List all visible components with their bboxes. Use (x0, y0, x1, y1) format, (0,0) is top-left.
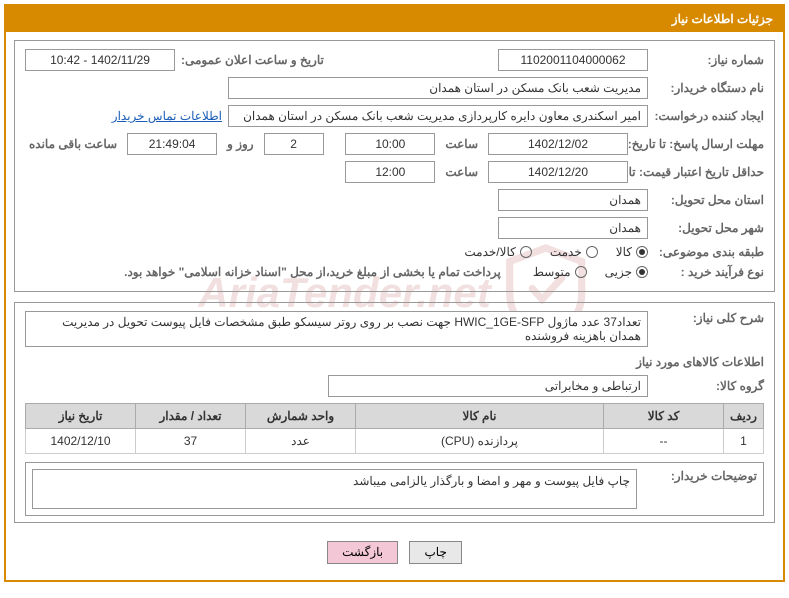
items-info-title: اطلاعات کالاهای مورد نیاز (25, 355, 764, 369)
table-cell: 1 (724, 429, 764, 454)
radio-icon (520, 246, 532, 258)
process-type-label: نوع فرآیند خرید : (654, 265, 764, 279)
announce-datetime-value: 1402/11/29 - 10:42 (25, 49, 175, 71)
process-type-jozee-label: جزیی (605, 265, 632, 279)
buyer-org-label: نام دستگاه خریدار: (654, 81, 764, 95)
remaining-time-value: 21:49:04 (127, 133, 217, 155)
table-header-cell: نام کالا (356, 404, 604, 429)
table-row[interactable]: 1--پردازنده (CPU)عدد371402/12/10 (26, 429, 764, 454)
buyer-notes-box: توضیحات خریدار: چاپ فایل پیوست و مهر و ا… (25, 462, 764, 516)
process-type-radio-group: جزیی متوسط (533, 265, 648, 279)
creator-value: امیر اسکندری معاون دایره کارپردازی مدیری… (228, 105, 648, 127)
process-type-motavaset-label: متوسط (533, 265, 571, 279)
category-khadamat[interactable]: خدمت (550, 245, 598, 259)
category-kala-label: کالا (616, 245, 632, 259)
delivery-province-value: همدان (498, 189, 648, 211)
print-button[interactable]: چاپ (409, 541, 461, 564)
back-button[interactable]: بازگشت (327, 541, 398, 564)
response-date-value: 1402/12/02 (488, 133, 628, 155)
process-type-motavaset[interactable]: متوسط (533, 265, 587, 279)
table-header-cell: تاریخ نیاز (26, 404, 136, 429)
price-validity-label: حداقل تاریخ اعتبار قیمت: تا تاریخ: (634, 165, 764, 179)
buyer-notes-label: توضیحات خریدار: (647, 469, 757, 483)
summary-label: شرح کلی نیاز: (654, 311, 764, 325)
table-header-cell: کد کالا (604, 404, 724, 429)
category-label: طبقه بندی موضوعی: (654, 245, 764, 259)
table-header-cell: واحد شمارش (246, 404, 356, 429)
days-count-value: 2 (264, 133, 324, 155)
category-kala[interactable]: کالا (616, 245, 648, 259)
delivery-city-value: همدان (498, 217, 648, 239)
table-cell: پردازنده (CPU) (356, 429, 604, 454)
radio-icon (636, 246, 648, 258)
group-label: گروه کالا: (654, 379, 764, 393)
radio-icon (575, 266, 587, 278)
main-panel: جزئیات اطلاعات نیاز شماره نیاز: 11020011… (4, 4, 785, 582)
category-kala-khadamat[interactable]: کالا/خدمت (464, 245, 531, 259)
payment-note: پرداخت تمام یا بخشی از مبلغ خرید،از محل … (124, 265, 501, 279)
response-time-value: 10:00 (345, 133, 435, 155)
need-number-label: شماره نیاز: (654, 53, 764, 67)
radio-icon (636, 266, 648, 278)
buyer-notes-value: چاپ فایل پیوست و مهر و امضا و بارگذار یا… (32, 469, 637, 509)
table-cell: -- (604, 429, 724, 454)
saat-label-2: ساعت (445, 165, 478, 179)
table-cell: عدد (246, 429, 356, 454)
creator-label: ایجاد کننده درخواست: (654, 109, 764, 123)
category-kala-khadamat-label: کالا/خدمت (464, 245, 515, 259)
table-header-cell: ردیف (724, 404, 764, 429)
need-number-value: 1102001104000062 (498, 49, 648, 71)
panel-title: جزئیات اطلاعات نیاز (672, 12, 773, 26)
summary-and-items-section: شرح کلی نیاز: تعداد37 عدد ماژول HWIC_1GE… (14, 302, 775, 523)
category-khadamat-label: خدمت (550, 245, 582, 259)
price-validity-date-value: 1402/12/20 (488, 161, 628, 183)
table-header-cell: تعداد / مقدار (136, 404, 246, 429)
saat-label-1: ساعت (445, 137, 478, 151)
items-table: ردیفکد کالانام کالاواحد شمارشتعداد / مقد… (25, 403, 764, 454)
response-deadline-label: مهلت ارسال پاسخ: تا تاریخ: (634, 137, 764, 151)
remaining-label: ساعت باقی مانده (29, 137, 117, 151)
group-value: ارتباطی و مخابراتی (328, 375, 648, 397)
delivery-city-label: شهر محل تحویل: (654, 221, 764, 235)
table-cell: 1402/12/10 (26, 429, 136, 454)
category-radio-group: کالا خدمت کالا/خدمت (464, 245, 648, 259)
button-bar: چاپ بازگشت (14, 533, 775, 572)
delivery-province-label: استان محل تحویل: (654, 193, 764, 207)
rooz-va-label: روز و (227, 137, 254, 151)
buyer-contact-link[interactable]: اطلاعات تماس خریدار (112, 109, 222, 123)
table-cell: 37 (136, 429, 246, 454)
buyer-org-value: مدیریت شعب بانک مسکن در استان همدان (228, 77, 648, 99)
price-validity-time-value: 12:00 (345, 161, 435, 183)
process-type-jozee[interactable]: جزیی (605, 265, 648, 279)
radio-icon (586, 246, 598, 258)
announce-datetime-label: تاریخ و ساعت اعلان عمومی: (181, 53, 324, 67)
summary-value: تعداد37 عدد ماژول HWIC_1GE-SFP جهت نصب ب… (25, 311, 648, 347)
details-section: شماره نیاز: 1102001104000062 تاریخ و ساع… (14, 40, 775, 292)
panel-header: جزئیات اطلاعات نیاز (6, 6, 783, 32)
